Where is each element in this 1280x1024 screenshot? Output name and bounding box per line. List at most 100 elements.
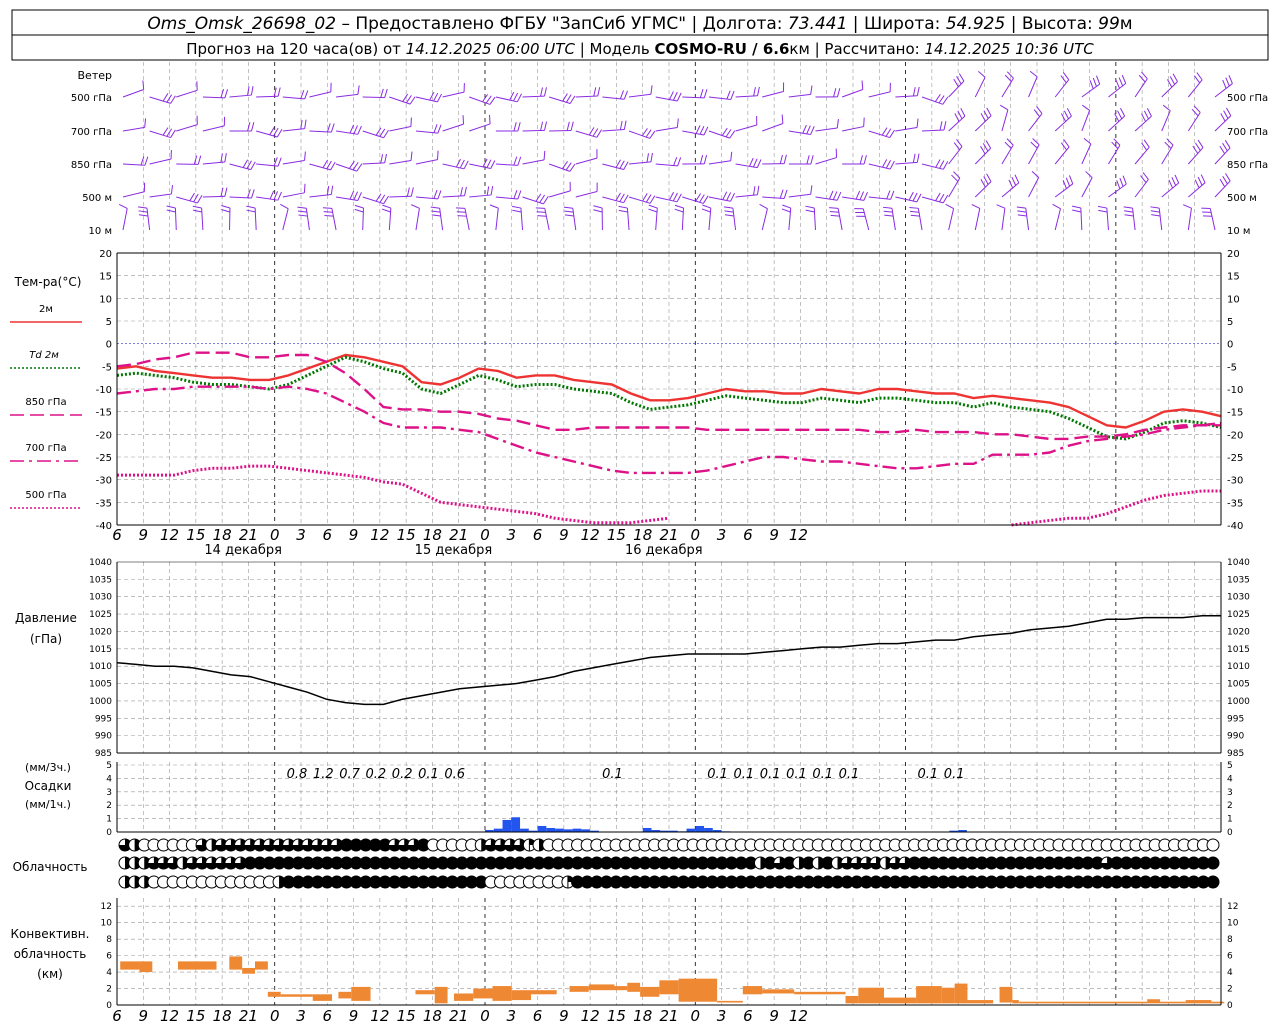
wind-barb	[389, 151, 413, 165]
cloud-symbol-fill	[378, 839, 391, 851]
wind-barb-feather	[730, 192, 735, 202]
cloud-symbol	[1196, 875, 1210, 889]
wind-barb-feather	[353, 191, 359, 201]
cloud-symbol	[1042, 875, 1056, 889]
cloud-symbol-fill	[321, 857, 334, 869]
cloud-symbol-fill	[898, 876, 911, 888]
wind-barb-feather	[781, 114, 784, 124]
conv-tick-right: 10	[1227, 919, 1239, 929]
wind-barb-feather	[247, 86, 250, 96]
wind-barb	[309, 123, 335, 133]
cloud-symbol-fill	[388, 857, 401, 869]
wind-barb-feather	[646, 153, 649, 163]
wind-level-label: 850 гПа	[71, 160, 112, 171]
wind-barb-feather	[674, 208, 684, 213]
wind-barb-feather	[958, 73, 965, 82]
wind-barb-shaft	[495, 208, 499, 231]
frame: 6 9 12 15 18 21 0 3 6 9 12 15 18 21 0 3 6 9 12 15 18 21 0 3 6 9 12…	[112, 252, 1222, 1024]
wind-barb-shaft	[815, 157, 837, 165]
cloud-symbol-fill	[484, 857, 497, 869]
wind-barb-shaft	[442, 123, 464, 132]
wind-barb-feather	[142, 80, 145, 90]
conv-tick-right: 12	[1227, 902, 1238, 912]
cloud-symbol	[1013, 856, 1027, 870]
wind-barb-feather	[938, 95, 945, 104]
wind-barb-feather	[699, 155, 704, 164]
wind-barb-shaft	[122, 191, 145, 198]
pres-tick-left: 1040	[89, 558, 112, 568]
wind-barb-feather	[348, 160, 355, 169]
prec-tick-right: 3	[1227, 788, 1233, 798]
wind-barb	[921, 93, 949, 105]
cloud-symbol-fill	[1024, 857, 1037, 869]
cloud-symbol-fill	[1149, 876, 1162, 888]
cloud-symbol-fill	[273, 839, 286, 852]
cloud-symbol-fill	[321, 876, 334, 888]
precip-3h-total: 0.1	[839, 767, 860, 782]
cloud-symbol	[320, 838, 334, 852]
precip-3h-total: 0.6	[444, 767, 465, 782]
wind-barb	[548, 161, 576, 172]
cloud-symbol-fill	[1072, 857, 1085, 869]
cloud-symbol-fill	[975, 876, 988, 888]
wind-barb	[229, 86, 254, 98]
conv-cloud-bar	[916, 986, 942, 1004]
cloud-symbol	[205, 856, 219, 870]
conv-cloud-bar	[415, 990, 435, 995]
conv-cloud-bar	[614, 986, 628, 991]
wind-barb-feather	[269, 126, 275, 136]
cloud-symbol-fill	[523, 857, 536, 869]
cloud-symbol-fill	[696, 876, 709, 888]
cloud-symbol	[339, 838, 353, 852]
cloud-symbol-fill	[350, 839, 363, 851]
conv-tick-left: 12	[101, 902, 112, 912]
cloud-symbol	[725, 856, 739, 870]
wind-barb	[549, 121, 574, 132]
wind-barb-feather	[730, 151, 733, 161]
cloud-symbol-fill	[725, 876, 738, 888]
wind-barb-feather	[863, 191, 868, 201]
wind-barb-feather	[1062, 180, 1067, 189]
wind-barb-feather	[561, 161, 568, 170]
wind-barb	[996, 204, 1006, 231]
cloud-symbol	[850, 856, 864, 870]
conv-tick-left: 8	[106, 935, 112, 945]
wind-barb-feather	[570, 121, 574, 131]
wind-barb-feather	[1222, 175, 1228, 185]
wind-barb-shaft	[122, 126, 145, 132]
wind-barb	[455, 207, 470, 231]
cloud-symbol-fill	[802, 876, 815, 888]
conv-cloud-bar	[1211, 1001, 1225, 1004]
wind-barb	[256, 126, 283, 138]
cloud-symbol	[272, 838, 286, 852]
wind-barb	[788, 155, 814, 165]
wind-barb	[256, 190, 282, 201]
cloud-symbol	[474, 875, 488, 889]
wind-barb	[149, 127, 176, 139]
wind-barb	[1054, 175, 1074, 198]
cloud-symbol	[638, 875, 652, 889]
wind-barb-shaft	[1028, 177, 1040, 198]
cloud-symbol	[320, 856, 334, 870]
header-segment: | Высота:	[1005, 14, 1098, 34]
cloud-symbol	[888, 875, 902, 889]
wind-barb-feather	[703, 154, 708, 164]
cloud-symbol	[368, 875, 382, 889]
cloud-symbol	[378, 838, 392, 852]
cloud-symbol-fill	[1014, 876, 1027, 888]
wind-barb-feather	[326, 186, 330, 196]
wind-barb-feather	[674, 204, 684, 209]
wind-barb	[948, 107, 966, 132]
wind-barb-feather	[641, 128, 648, 137]
header-segment: м	[1120, 14, 1133, 34]
wind-barb-feather	[273, 191, 279, 200]
wind-barb	[1097, 205, 1109, 231]
wind-barb	[948, 73, 965, 98]
wind-barb-feather	[1143, 110, 1149, 120]
wind-barb	[522, 150, 546, 165]
wind-barb-feather	[1225, 173, 1231, 182]
pres-tick-left: 995	[95, 714, 112, 724]
cloud-symbol-fill	[359, 876, 372, 888]
wind-barb-feather	[757, 86, 760, 96]
